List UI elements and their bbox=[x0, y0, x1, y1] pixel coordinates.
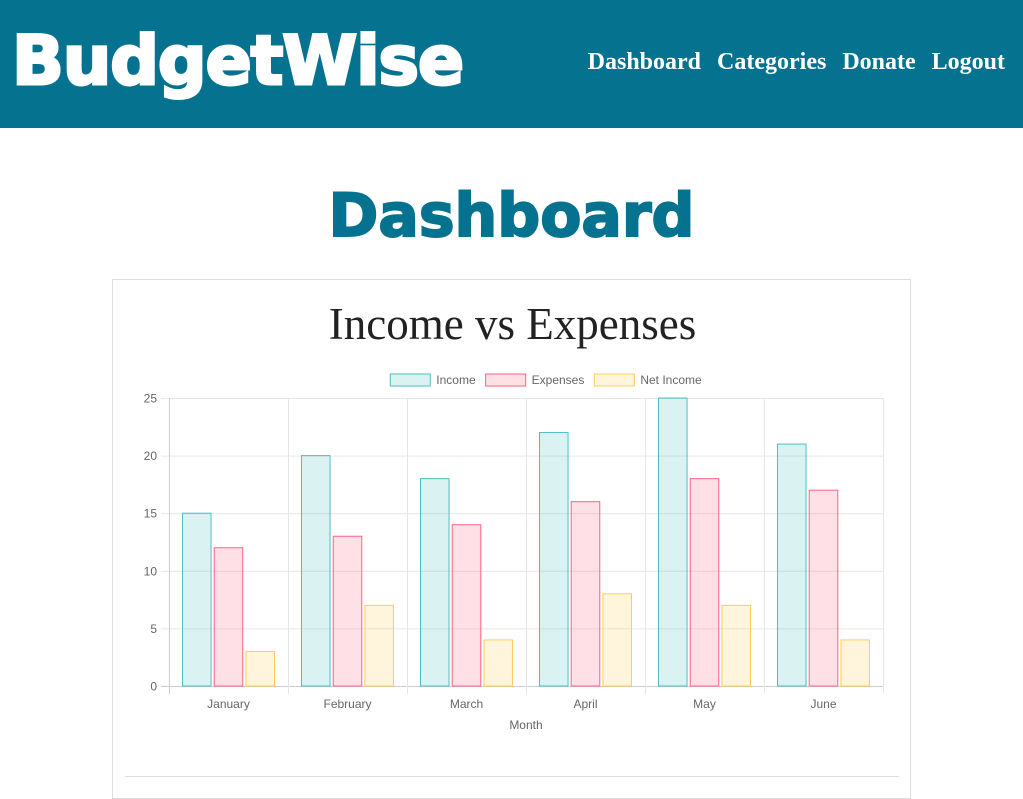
bar-income bbox=[301, 456, 330, 686]
legend-label-expenses[interactable]: Expenses bbox=[532, 373, 585, 387]
x-tick-label: March bbox=[450, 697, 483, 711]
bar-net-income bbox=[603, 594, 632, 686]
app-header: BudgetWise Dashboard Categories Donate L… bbox=[0, 0, 1023, 128]
bar-income bbox=[658, 398, 687, 686]
y-tick-label: 10 bbox=[144, 564, 158, 578]
y-tick-label: 25 bbox=[144, 392, 158, 406]
nav-categories-link[interactable]: Categories bbox=[717, 44, 826, 80]
x-axis-title: Month bbox=[509, 718, 542, 732]
nav-donate-link[interactable]: Donate bbox=[842, 44, 915, 80]
bar-income bbox=[539, 433, 568, 686]
bar-expenses bbox=[571, 502, 600, 686]
bar-income bbox=[420, 479, 449, 686]
bar-expenses bbox=[809, 490, 838, 686]
brand-logo[interactable]: BudgetWise bbox=[12, 14, 463, 110]
x-tick-label: June bbox=[810, 697, 836, 711]
card-divider bbox=[125, 776, 899, 777]
x-tick-label: May bbox=[693, 697, 716, 711]
nav-logout-link[interactable]: Logout bbox=[932, 44, 1005, 80]
bar-net-income bbox=[365, 605, 394, 686]
legend-swatch-income[interactable] bbox=[390, 374, 430, 386]
legend-swatch-net-income[interactable] bbox=[594, 374, 634, 386]
chart-card: Income vs Expenses 0 5 10 15 20 25 January Febr… bbox=[112, 279, 911, 799]
income-expenses-chart: 0 5 10 15 20 25 January February March April May Ju… bbox=[113, 280, 912, 770]
bar-income bbox=[777, 444, 806, 686]
legend-swatch-expenses[interactable] bbox=[486, 374, 526, 386]
y-tick-label: 5 bbox=[150, 622, 157, 636]
y-tick-label: 15 bbox=[144, 507, 158, 521]
legend-label-net-income[interactable]: Net Income bbox=[640, 373, 702, 387]
bar-expenses bbox=[333, 536, 362, 686]
bar-expenses bbox=[452, 525, 481, 686]
bar-net-income bbox=[841, 640, 870, 686]
x-tick-label: January bbox=[207, 697, 250, 711]
bar-expenses bbox=[214, 548, 243, 686]
page-title: Dashboard bbox=[0, 176, 1023, 256]
main-nav: Dashboard Categories Donate Logout bbox=[588, 44, 1005, 80]
y-tick-label: 0 bbox=[150, 680, 157, 694]
bar-net-income bbox=[246, 651, 275, 686]
bar-net-income bbox=[484, 640, 513, 686]
legend-label-income[interactable]: Income bbox=[436, 373, 476, 387]
y-tick-label: 20 bbox=[144, 449, 158, 463]
nav-dashboard-link[interactable]: Dashboard bbox=[588, 44, 701, 80]
x-tick-label: February bbox=[323, 697, 371, 711]
bar-net-income bbox=[722, 605, 751, 686]
x-tick-label: April bbox=[573, 697, 597, 711]
bar-income bbox=[182, 513, 211, 686]
bar-expenses bbox=[690, 479, 719, 686]
